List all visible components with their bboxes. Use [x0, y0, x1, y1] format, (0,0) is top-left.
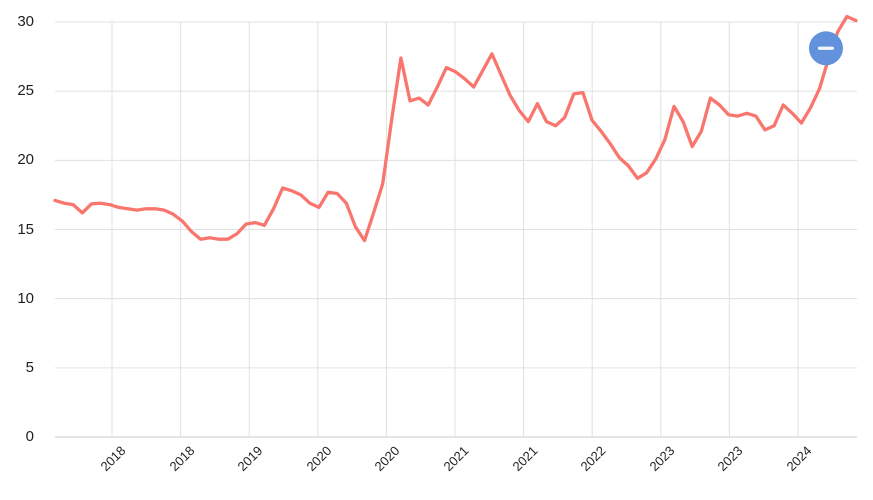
y-tick-label: 30: [17, 13, 34, 30]
trend-line: [53, 14, 858, 243]
y-tick-label: 20: [17, 151, 34, 169]
minus-icon: [817, 46, 834, 50]
y-tick-label: 10: [17, 289, 34, 307]
y-tick-label: 0: [25, 428, 34, 445]
y-tick-label: 15: [17, 220, 34, 238]
y-tick-label: 25: [17, 82, 34, 100]
y-tick-label: 5: [25, 358, 34, 376]
